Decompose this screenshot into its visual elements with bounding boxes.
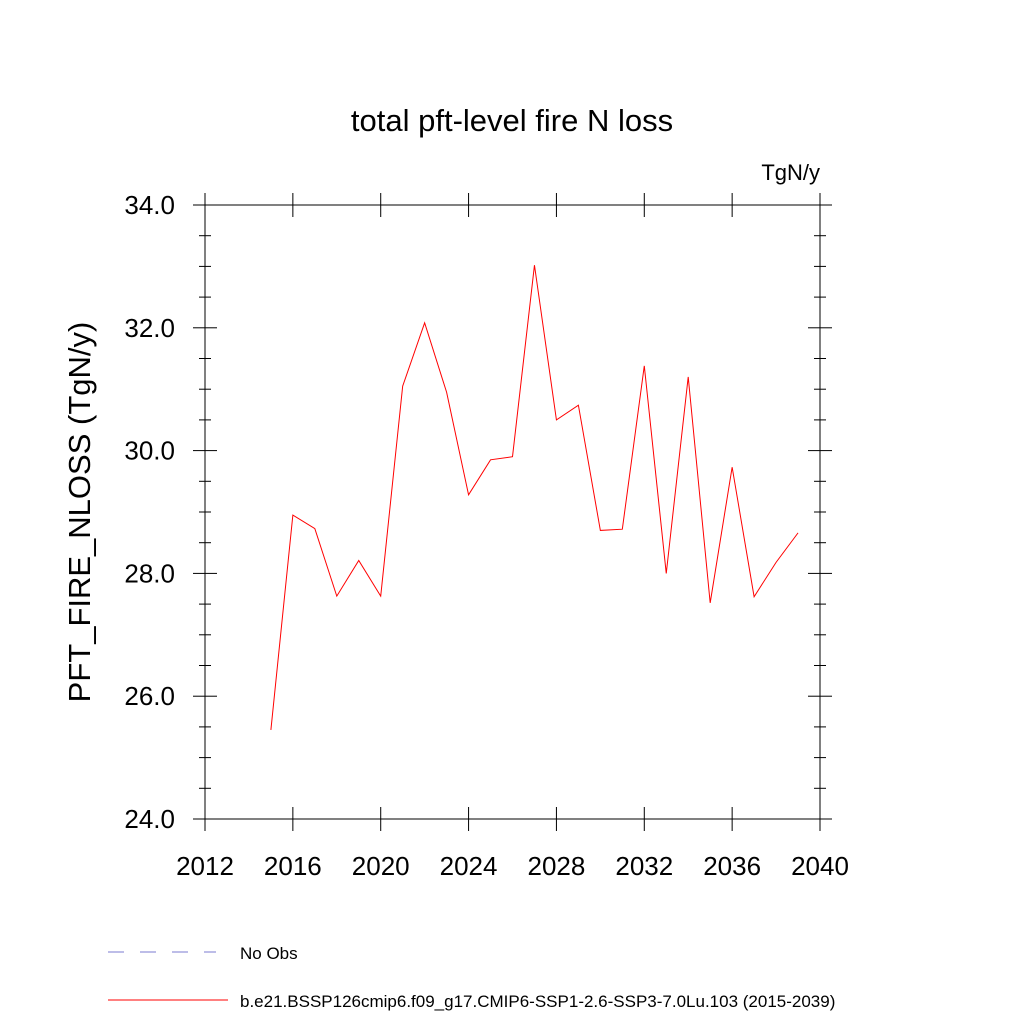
y-tick-label: 24.0	[124, 804, 175, 834]
data-point	[468, 494, 469, 495]
y-tick-label: 28.0	[124, 558, 175, 588]
y-tick-label: 26.0	[124, 681, 175, 711]
legend-label: b.e21.BSSP126cmip6.f09_g17.CMIP6-SSP1-2.…	[240, 992, 835, 1011]
x-tick-label: 2024	[440, 851, 498, 881]
data-point	[534, 265, 535, 266]
data-point	[402, 386, 403, 387]
data-point	[688, 376, 689, 377]
data-point	[336, 596, 337, 597]
x-tick-label: 2036	[703, 851, 761, 881]
chart-title: total pft-level fire N loss	[351, 103, 673, 138]
data-point	[380, 596, 381, 597]
data-point	[270, 729, 271, 730]
y-tick-label: 32.0	[124, 313, 175, 343]
x-tick-label: 2020	[352, 851, 410, 881]
series-line	[270, 265, 799, 731]
data-point	[512, 456, 513, 457]
data-point	[798, 532, 799, 533]
data-point	[600, 530, 601, 531]
y-axis-label: PFT_FIRE_NLOSS (TgN/y)	[62, 322, 97, 703]
data-point	[644, 365, 645, 366]
x-tick-label: 2012	[176, 851, 234, 881]
data-point	[292, 515, 293, 516]
data-point	[578, 405, 579, 406]
data-point	[776, 562, 777, 563]
x-axis-ticks: 2012 2016 2020 2024 2028 2032 2036 2040	[176, 193, 849, 881]
y-tick-label: 34.0	[124, 190, 175, 220]
data-point	[732, 467, 733, 468]
data-point	[710, 602, 711, 603]
units-label: TgN/y	[761, 160, 820, 185]
data-point	[424, 322, 425, 323]
data-point	[358, 560, 359, 561]
data-point	[446, 392, 447, 393]
x-tick-label: 2040	[791, 851, 849, 881]
x-tick-label: 2016	[264, 851, 322, 881]
x-tick-label: 2032	[615, 851, 673, 881]
plot-frame	[204, 204, 821, 820]
data-point	[556, 419, 557, 420]
series-layer	[270, 265, 799, 731]
data-point	[490, 459, 491, 460]
data-point	[754, 596, 755, 597]
x-tick-label: 2028	[528, 851, 586, 881]
legend-label: No Obs	[240, 944, 298, 963]
y-tick-label: 30.0	[124, 436, 175, 466]
data-point	[622, 529, 623, 530]
y-axis-ticks: 24.0 26.0 28.0 30.0 32.0 34.0	[124, 190, 832, 834]
legend: No Obs b.e21.BSSP126cmip6.f09_g17.CMIP6-S…	[108, 944, 835, 1011]
data-point	[314, 528, 315, 529]
data-point	[666, 573, 667, 574]
